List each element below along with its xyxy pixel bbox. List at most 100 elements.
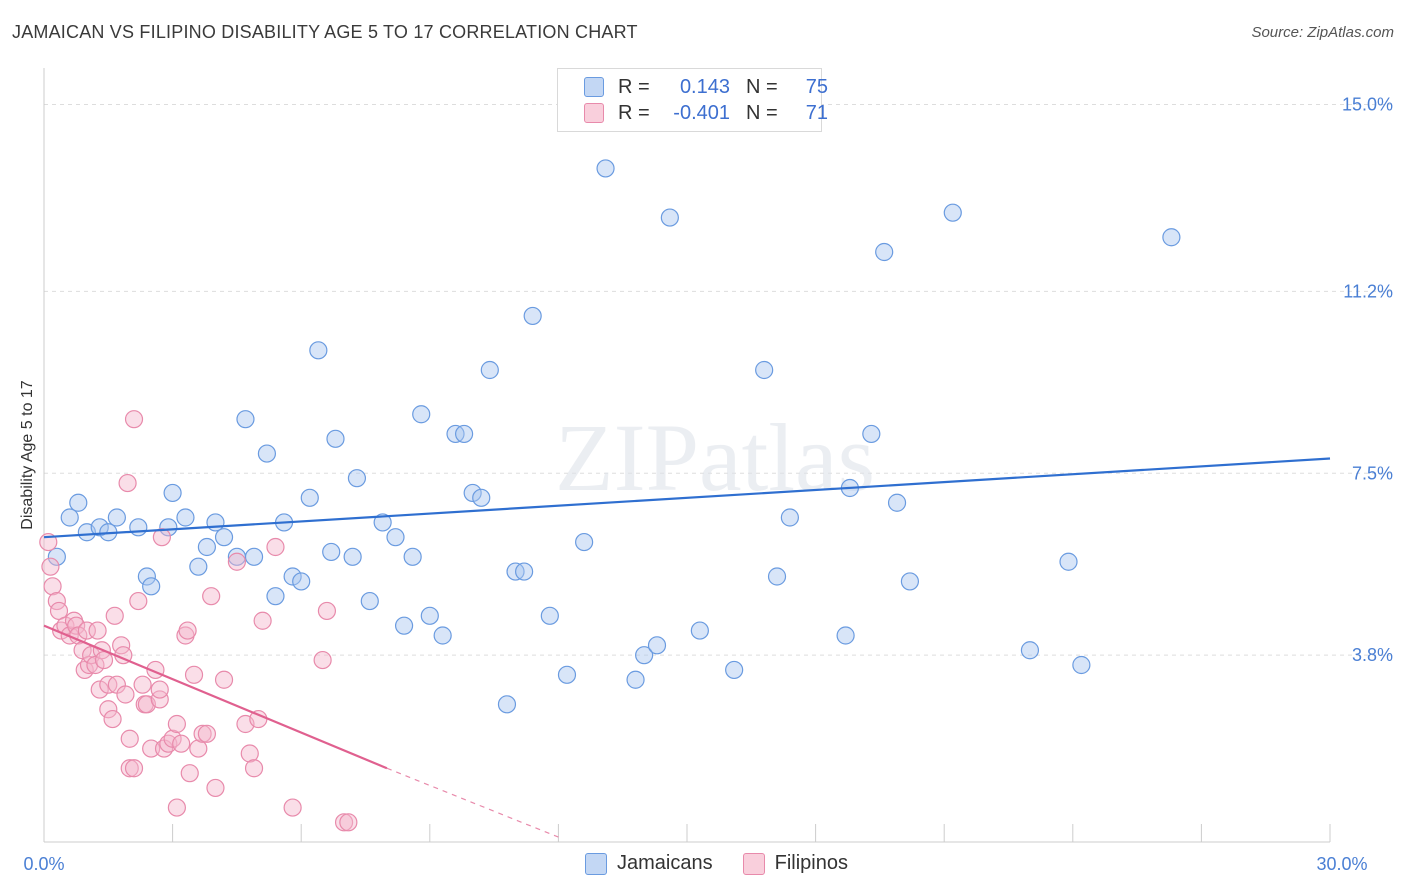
tick-labels: 3.8% 7.5% 11.2% 15.0% 0.0% 30.0% <box>23 95 1393 875</box>
chart-title: JAMAICAN VS FILIPINO DISABILITY AGE 5 TO… <box>12 22 638 42</box>
filipino-point <box>118 473 137 493</box>
jamaican-point <box>60 508 79 527</box>
filipino-point <box>43 577 62 596</box>
jamaican-point <box>1072 655 1091 675</box>
jamaican-point <box>292 572 311 591</box>
jamaican-point <box>1020 641 1040 660</box>
jamaican-point <box>596 159 615 178</box>
jamaican-point <box>47 547 66 566</box>
jamaican-point <box>412 405 431 424</box>
legend-item-filipinos[interactable]: Filipinos <box>742 852 848 875</box>
jamaican-point <box>647 636 667 655</box>
x-tick-label: 0.0% <box>23 854 64 874</box>
legend-n-value: 71 <box>805 101 828 124</box>
jamaican-point <box>197 537 216 557</box>
filipino-point <box>124 410 144 429</box>
filipino-point <box>120 759 139 778</box>
jamaican-point <box>755 360 774 380</box>
filipino-point <box>266 537 285 557</box>
jamaican-point <box>206 513 225 532</box>
filipino-point <box>172 734 191 753</box>
jamaican-point <box>690 621 709 640</box>
legend-n-key: N = <box>746 101 778 124</box>
jamaican-point <box>90 518 109 537</box>
jamaican-point <box>163 483 182 503</box>
filipino-point <box>240 744 259 763</box>
jamaican-point <box>420 606 439 625</box>
filipino-point <box>116 685 135 704</box>
filipino-trend-extension <box>386 767 559 838</box>
filipino-point <box>253 611 272 630</box>
legend-row-jamaicans: R = 0.143 N = 75 <box>584 74 828 100</box>
jamaican-point <box>189 557 208 576</box>
filipino-point <box>313 650 332 670</box>
jamaican-point <box>875 242 894 262</box>
jamaican-point <box>129 518 148 537</box>
jamaican-point <box>836 626 855 645</box>
jamaican-point <box>660 208 679 227</box>
jamaican-point <box>386 528 405 547</box>
filipino-point <box>90 680 109 699</box>
jamaican-point <box>343 547 362 566</box>
trend-lines <box>43 457 1331 838</box>
legend-n-key: N = <box>746 75 778 98</box>
jamaican-point <box>244 547 264 566</box>
filipino-point <box>152 528 171 547</box>
jamaican-point <box>326 429 345 448</box>
jamaican-point <box>635 646 654 665</box>
jamaican-point <box>463 483 482 503</box>
jamaican-point <box>480 360 499 380</box>
filipino-point <box>189 739 208 758</box>
jamaican-point <box>266 587 285 606</box>
jamaican-point <box>257 444 277 463</box>
y-tick-label: 15.0% <box>1342 95 1393 115</box>
filipino-point <box>41 557 60 576</box>
y-tick-label: 3.8% <box>1352 645 1393 665</box>
jamaican-point <box>347 469 367 488</box>
legend-label-filipinos: Filipinos <box>774 852 848 874</box>
legend-item-jamaicans[interactable]: Jamaicans <box>585 852 713 875</box>
series-legend: Jamaicans Filipinos <box>585 852 878 875</box>
jamaican-point <box>214 528 234 547</box>
legend-swatch-filipinos <box>584 103 604 123</box>
jamaican-point <box>767 567 787 586</box>
jamaican-point <box>394 616 414 635</box>
jamaican-point <box>1059 552 1078 571</box>
y-tick-label: 11.2% <box>1343 281 1393 301</box>
filipino-point <box>150 680 169 699</box>
legend-r-value: -0.401 <box>673 101 730 124</box>
jamaican-point <box>309 341 328 360</box>
jamaican-point <box>360 591 379 611</box>
filipino-point <box>150 690 169 709</box>
x-tick-label: 30.0% <box>1316 854 1367 874</box>
jamaican-point <box>159 518 178 537</box>
jamaican-point <box>780 508 799 527</box>
jamaican-point <box>497 695 517 714</box>
jamaican-point <box>107 508 126 527</box>
filipino-point <box>214 670 234 689</box>
jamaican-point <box>523 306 542 326</box>
jamaican-point <box>862 424 881 444</box>
filipino-point <box>178 621 197 640</box>
filipino-point <box>88 621 107 640</box>
jamaican-point <box>900 572 920 591</box>
filipino-point <box>39 532 58 552</box>
filipino-point <box>142 739 161 758</box>
filipino-point <box>283 798 302 817</box>
jamaican-point <box>236 410 255 429</box>
filipino-point <box>167 714 186 734</box>
jamaican-point <box>626 670 645 689</box>
filipino-point <box>184 665 204 684</box>
filipino-point <box>77 621 96 640</box>
filipino-point <box>339 813 358 832</box>
series-jamaicans <box>47 159 1181 714</box>
filipino-trend-line <box>43 624 388 770</box>
filipino-point <box>180 764 199 783</box>
filipino-point <box>334 813 354 832</box>
filipino-point <box>193 724 212 743</box>
jamaican-point <box>433 626 452 645</box>
jamaican-point <box>557 665 577 684</box>
jamaican-point <box>69 493 88 512</box>
series-filipinos <box>39 410 358 832</box>
